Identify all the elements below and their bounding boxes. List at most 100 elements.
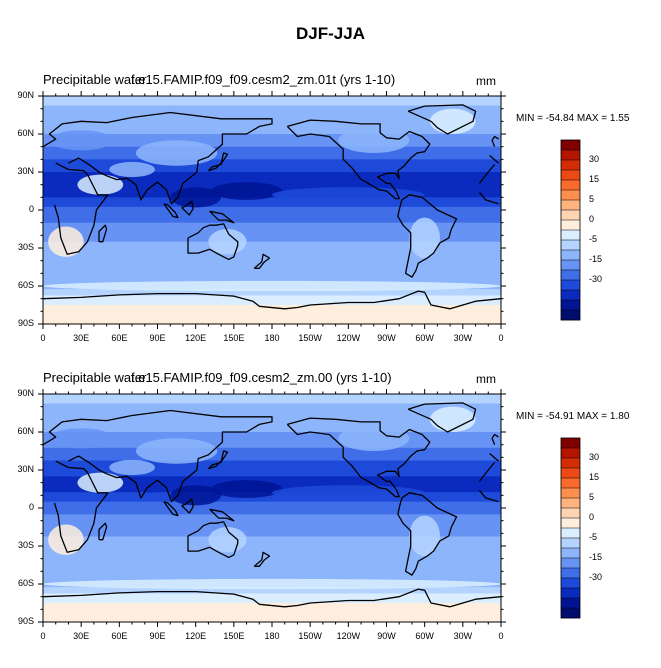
australia-outline bbox=[187, 521, 239, 559]
x-tick-label: 90W bbox=[377, 631, 396, 641]
x-tick-label: 180 bbox=[264, 631, 280, 641]
field-band bbox=[43, 457, 501, 462]
field-band bbox=[43, 438, 501, 443]
field-band bbox=[43, 235, 501, 240]
figure-title: DJF-JJA bbox=[296, 24, 365, 43]
field-feature bbox=[77, 472, 124, 493]
field-band bbox=[43, 251, 501, 255]
field-band bbox=[43, 130, 501, 135]
field-band bbox=[43, 527, 501, 531]
field-band bbox=[43, 108, 501, 113]
australia-outline bbox=[187, 223, 239, 261]
field-band bbox=[43, 504, 501, 509]
field-band bbox=[43, 612, 501, 617]
map-panel-bottom: Precipitable water f.e15.FAMIP.f09_f09.c… bbox=[0, 368, 661, 668]
x-tick-label: 120E bbox=[185, 631, 207, 641]
field-band bbox=[43, 248, 501, 252]
field-band bbox=[43, 137, 501, 141]
field-band bbox=[43, 168, 501, 173]
field-band bbox=[43, 403, 501, 408]
colorbar-box bbox=[561, 240, 580, 251]
colorbar-box bbox=[561, 578, 580, 589]
x-tick-label: 150E bbox=[223, 333, 245, 343]
map-plot-top bbox=[38, 91, 581, 329]
x-tick-label: 150W bbox=[298, 631, 322, 641]
borneo-outline bbox=[181, 200, 194, 216]
field-band bbox=[43, 213, 501, 217]
field-band bbox=[43, 276, 501, 281]
colorbar-label: -15 bbox=[589, 552, 603, 562]
y-tick-label: 60N bbox=[17, 426, 34, 436]
field-band bbox=[43, 140, 501, 145]
field-band bbox=[43, 225, 501, 230]
sumatra-outline bbox=[163, 501, 179, 517]
colorbar-box bbox=[561, 300, 580, 311]
field-band bbox=[43, 451, 501, 455]
colorbar-label: 5 bbox=[589, 492, 595, 502]
field-band bbox=[43, 409, 501, 414]
field-band bbox=[43, 599, 501, 604]
field-band bbox=[43, 165, 501, 170]
field-band bbox=[43, 105, 501, 110]
field-band bbox=[43, 159, 501, 164]
field-band bbox=[43, 571, 501, 576]
colorbar-box bbox=[561, 478, 580, 489]
greenland-outline bbox=[407, 104, 477, 135]
x-tick-label: 60W bbox=[415, 333, 434, 343]
x-tick-label: 30W bbox=[453, 631, 473, 641]
field-band bbox=[43, 470, 501, 474]
field-band bbox=[43, 394, 501, 398]
colorbar-label: -5 bbox=[589, 234, 598, 244]
africa-outline bbox=[53, 460, 499, 553]
british-isles-outline bbox=[491, 433, 499, 445]
x-tick-label: 60W bbox=[415, 631, 434, 641]
eurasia-outline bbox=[43, 111, 499, 205]
x-tick-label: 150W bbox=[298, 333, 322, 343]
x-tick-label: 0 bbox=[498, 631, 504, 641]
min-max-stats: MIN = -54.84 MAX = 1.55 bbox=[516, 113, 630, 124]
field-band bbox=[43, 229, 501, 233]
japan-outline bbox=[207, 450, 229, 470]
colorbar-label: -5 bbox=[589, 532, 598, 542]
colorbar-box bbox=[561, 468, 580, 479]
field-band bbox=[43, 314, 501, 319]
new-zealand-outline bbox=[253, 253, 271, 269]
colorbar-box bbox=[561, 140, 580, 151]
field-band bbox=[43, 153, 501, 157]
field-band bbox=[43, 514, 501, 519]
field-feature bbox=[49, 428, 113, 449]
colorbar-box bbox=[561, 548, 580, 559]
field-band bbox=[43, 320, 501, 324]
field-feature bbox=[77, 174, 124, 195]
colorbar-box bbox=[561, 280, 580, 291]
field-band bbox=[43, 96, 501, 100]
variable-label: Precipitable water bbox=[43, 370, 147, 385]
field-band bbox=[43, 241, 501, 246]
field-band bbox=[43, 555, 501, 560]
colorbar-box bbox=[561, 260, 580, 271]
madagascar-outline bbox=[98, 522, 108, 541]
field-band bbox=[43, 517, 501, 522]
africa-outline bbox=[53, 162, 499, 255]
x-tick-label: 30E bbox=[73, 333, 90, 343]
colorbar-box bbox=[561, 528, 580, 539]
field-feature bbox=[43, 280, 501, 292]
x-tick-label: 0 bbox=[40, 333, 46, 343]
x-tick-label: 30E bbox=[73, 631, 90, 641]
field-band bbox=[43, 533, 501, 538]
field-band bbox=[43, 210, 501, 214]
field-band bbox=[43, 397, 501, 401]
field-feature bbox=[409, 515, 441, 557]
field-band bbox=[43, 102, 501, 107]
field-feature bbox=[48, 226, 84, 257]
x-tick-label: 0 bbox=[40, 631, 46, 641]
colorbar-box bbox=[561, 150, 580, 161]
field-band bbox=[43, 222, 501, 227]
y-tick-label: 90N bbox=[17, 388, 34, 398]
antarctica-coast bbox=[43, 588, 501, 608]
field-feature bbox=[338, 127, 410, 153]
field-feature bbox=[135, 438, 218, 464]
new-zealand-outline bbox=[253, 551, 271, 567]
case-label: f.e15.FAMIP.f09_f09.cesm2_zm.00 (yrs 1-1… bbox=[131, 370, 392, 385]
colorbar-box bbox=[561, 508, 580, 519]
